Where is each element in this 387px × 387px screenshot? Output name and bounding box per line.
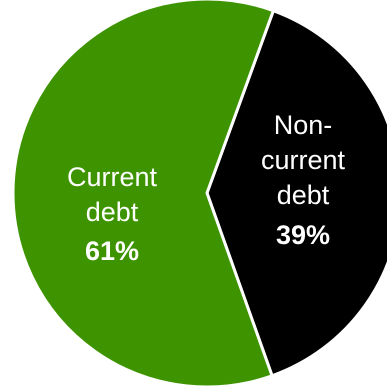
slice-label-current-line-1: Current [67,162,158,192]
slice-percent-current: 61% [85,236,139,266]
slice-label-non-current-line-1: Non- [274,110,333,140]
pie-labels: Non- current debt 39% Current debt 61% [67,110,346,266]
slice-label-non-current-line-2: current [261,145,346,175]
slice-label-current-line-2: debt [86,197,139,227]
pie-slice-current-debt [11,0,275,387]
pie-slice-non-current-debt [205,9,387,378]
slice-percent-non-current: 39% [276,220,330,250]
pie-slices [11,0,387,387]
slice-label-non-current-line-3: debt [277,180,330,210]
